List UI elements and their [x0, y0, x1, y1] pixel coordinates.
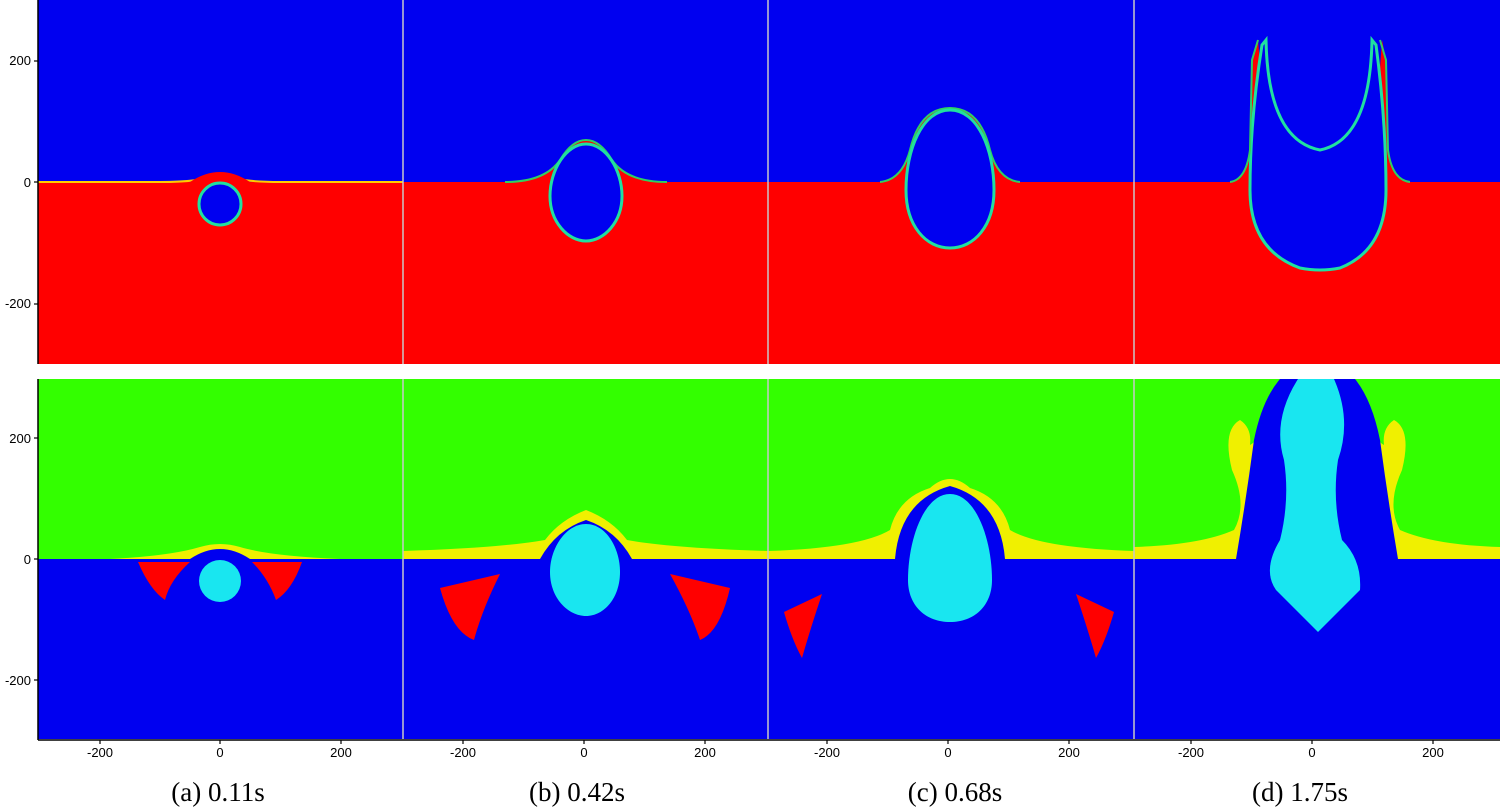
y-tick-marks [34, 60, 38, 681]
x-axis: -200 0 200 -200 0 200 -200 0 200 -200 0 … [87, 745, 1444, 760]
bubble-a [197, 181, 243, 227]
caption-a: (a) 0.11s [171, 777, 264, 807]
bottom-y-axis: 200 0 -200 [5, 431, 31, 688]
x-tick-marks [99, 740, 1434, 744]
x-tick-label: 0 [1308, 745, 1315, 760]
y-tick-label: 200 [9, 431, 31, 446]
vortex-right-b [670, 574, 730, 640]
top-panel-d [1134, 35, 1500, 364]
x-tick-label: 200 [1058, 745, 1080, 760]
bottom-panel-b [403, 510, 768, 640]
x-tick-label: 0 [580, 745, 587, 760]
vortex-right-a [252, 562, 302, 600]
vortex-left-a [138, 562, 190, 600]
y-tick-label: 0 [24, 175, 31, 190]
bottom-panel-c [768, 479, 1134, 658]
x-tick-label: -200 [87, 745, 113, 760]
vortex-right-c [1076, 594, 1114, 658]
top-panel-b [403, 138, 768, 243]
x-tick-label: 200 [694, 745, 716, 760]
vortex-left-c [784, 594, 822, 658]
bubble-b [548, 142, 624, 243]
bubble-b-core [550, 524, 620, 616]
panel-separators [402, 0, 1135, 739]
x-tick-label: -200 [450, 745, 476, 760]
bottom-row-plot [38, 379, 1500, 739]
caption-d: (d) 1.75s [1252, 777, 1348, 807]
y-tick-label: 0 [24, 552, 31, 567]
x-tick-label: 200 [1422, 745, 1444, 760]
x-tick-label: 200 [330, 745, 352, 760]
x-tick-label: -200 [1178, 745, 1204, 760]
bottom-panel-a [110, 544, 340, 602]
bubble-c [904, 108, 996, 250]
caption-b: (b) 0.42s [529, 777, 625, 807]
top-panel-c [768, 106, 1134, 250]
vortex-left-b [440, 574, 500, 640]
bubble-d [1248, 35, 1388, 272]
x-tick-label: 0 [216, 745, 223, 760]
bubble-c-core [908, 494, 992, 622]
x-tick-label: -200 [814, 745, 840, 760]
top-panel-a [38, 172, 403, 227]
bubble-d-core [1269, 379, 1361, 632]
y-tick-label: -200 [5, 673, 31, 688]
bubble-a-core [199, 560, 241, 602]
top-row-plot [38, 0, 1500, 364]
caption-c: (c) 0.68s [908, 777, 1002, 807]
captions: (a) 0.11s (b) 0.42s (c) 0.68s (d) 1.75s [171, 777, 1348, 807]
y-tick-label: 200 [9, 53, 31, 68]
top-y-axis: 200 0 -200 [5, 53, 31, 311]
y-tick-label: -200 [5, 296, 31, 311]
x-tick-label: 0 [944, 745, 951, 760]
bottom-panel-d [1134, 379, 1500, 632]
